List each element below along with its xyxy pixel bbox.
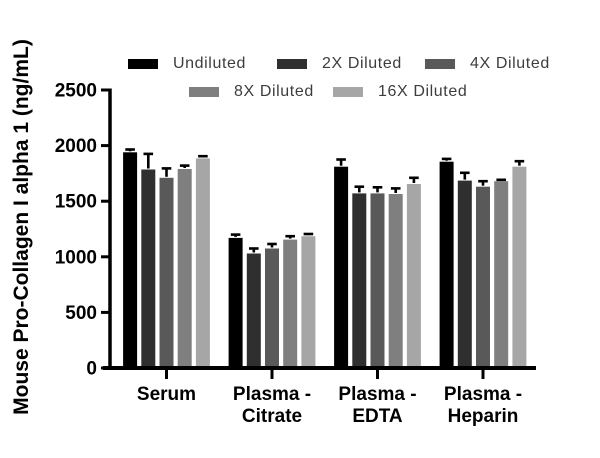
x-category-label: Serum (137, 384, 196, 405)
bar (494, 181, 509, 368)
legend-item: 2X Diluted (277, 55, 402, 72)
bar (141, 169, 156, 368)
x-category-label: Plasma - (444, 384, 522, 405)
bar (512, 166, 527, 368)
bar (123, 152, 138, 368)
x-category-label: Plasma - (233, 384, 311, 405)
bar (228, 237, 243, 368)
bar (439, 161, 454, 368)
legend-item: Undiluted (128, 55, 247, 72)
x-category-label: Plasma - (338, 384, 416, 405)
legend-item: 4X Diluted (425, 55, 550, 72)
bar (195, 158, 210, 368)
y-tick-label: 2000 (55, 136, 97, 157)
legend-label: 16X Diluted (378, 83, 468, 100)
y-tick-label: 0 (86, 359, 97, 380)
y-tick-label: 1500 (55, 192, 97, 213)
y-tick-label: 1000 (55, 247, 97, 268)
legend-label: 2X Diluted (322, 55, 402, 72)
bar (283, 239, 298, 368)
y-tick-label: 500 (65, 303, 97, 324)
bar (301, 236, 316, 368)
legend-item: 8X Diluted (189, 83, 314, 100)
bar (476, 186, 490, 368)
x-category-label: Heparin (448, 406, 519, 427)
legend-item: 16X Diluted (333, 83, 468, 100)
bar (334, 166, 349, 368)
bar (159, 177, 174, 368)
legend-swatch (189, 87, 219, 97)
legend-label: 8X Diluted (234, 83, 314, 100)
x-category-label: EDTA (352, 406, 403, 427)
bar (370, 193, 385, 368)
bar (265, 248, 279, 368)
bar (406, 184, 421, 368)
x-category-label: Citrate (242, 406, 302, 427)
legend-swatch (277, 59, 307, 69)
bar (177, 169, 192, 368)
legend-swatch (128, 59, 158, 69)
y-tick-label: 2500 (55, 81, 97, 102)
legend-label: 4X Diluted (470, 55, 550, 72)
chart-legend: Undiluted 2X Diluted 4X Diluted 8X Diluted 1… (0, 0, 600, 110)
legend-swatch (333, 87, 363, 97)
bar (388, 194, 403, 368)
bar (246, 253, 261, 368)
bar (457, 180, 472, 368)
bar (352, 193, 367, 368)
legend-label: Undiluted (173, 55, 247, 72)
legend-swatch (425, 59, 455, 69)
